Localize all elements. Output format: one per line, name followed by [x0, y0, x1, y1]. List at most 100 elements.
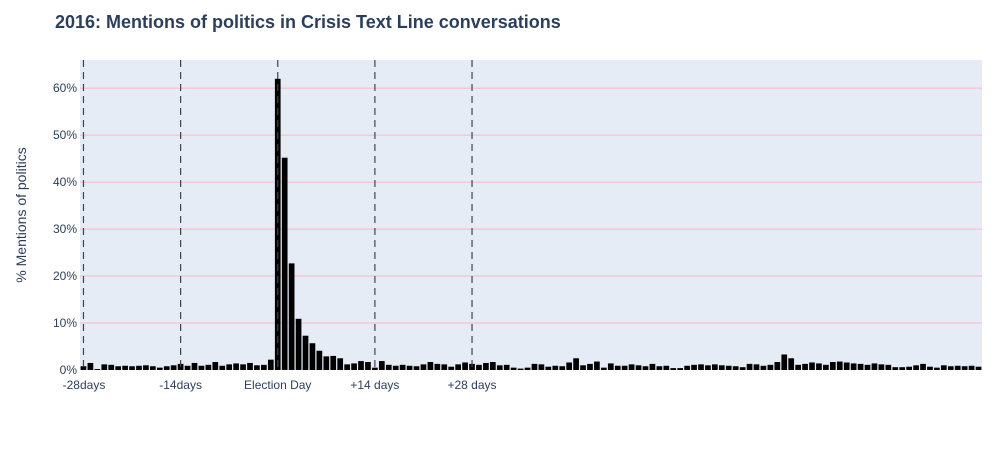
bar — [233, 363, 239, 370]
bar — [212, 362, 219, 370]
chart-title: 2016: Mentions of politics in Crisis Tex… — [55, 12, 561, 32]
bar — [448, 366, 455, 370]
bar — [115, 366, 122, 370]
bar — [961, 366, 968, 370]
bar — [940, 365, 947, 370]
bar — [476, 364, 482, 370]
y-tick-label: 10% — [53, 316, 77, 330]
bar — [489, 362, 496, 370]
grid-lines — [80, 87, 982, 324]
x-tick-label: +14 days — [350, 378, 399, 392]
bar — [261, 364, 267, 370]
bar — [781, 354, 788, 370]
bar — [892, 367, 899, 370]
bar — [351, 363, 357, 370]
bar — [614, 365, 621, 370]
bar — [628, 364, 635, 370]
bar — [739, 367, 746, 370]
bar — [975, 366, 982, 370]
bar — [503, 364, 510, 370]
bar — [323, 356, 330, 370]
bar — [288, 263, 295, 370]
bar — [101, 364, 108, 370]
bar — [857, 363, 864, 370]
bar — [517, 368, 524, 370]
bar — [240, 364, 246, 370]
bar — [378, 361, 385, 370]
y-tick-label: 30% — [53, 222, 77, 236]
bar — [143, 365, 149, 370]
bar — [885, 364, 892, 370]
bar — [809, 362, 815, 370]
bar — [934, 367, 940, 370]
bar — [587, 363, 593, 370]
bar — [899, 367, 906, 370]
bar — [968, 365, 975, 370]
bar — [434, 363, 441, 370]
bar — [247, 362, 253, 370]
bar — [337, 358, 344, 370]
bar — [309, 343, 316, 370]
bar — [392, 365, 399, 370]
bar — [850, 363, 857, 370]
bar — [691, 364, 697, 370]
bar — [843, 362, 850, 370]
bar — [170, 365, 177, 370]
bar — [864, 364, 871, 370]
bar — [455, 364, 461, 370]
bar — [198, 365, 205, 370]
bar — [635, 365, 642, 370]
bar — [559, 366, 566, 370]
bar — [656, 366, 663, 370]
bar — [607, 363, 614, 370]
bar — [774, 362, 781, 370]
bar — [205, 364, 212, 370]
bar — [760, 365, 767, 370]
bar — [344, 364, 350, 370]
bar — [150, 366, 156, 370]
bar — [871, 363, 878, 370]
bar — [829, 362, 836, 370]
bars — [80, 78, 982, 370]
bar — [580, 365, 586, 370]
bar — [746, 363, 753, 370]
bar — [795, 364, 801, 370]
bar — [219, 365, 226, 370]
bar — [531, 363, 538, 370]
bar — [295, 318, 302, 370]
bar — [254, 365, 260, 370]
x-tick-label: -14days — [159, 378, 202, 392]
bar — [677, 368, 684, 370]
bar — [80, 366, 87, 370]
bar — [483, 362, 489, 370]
y-axis-label: % Mentions of politics — [13, 147, 29, 282]
bar — [413, 366, 420, 370]
bar — [823, 364, 829, 370]
y-tick-label: 20% — [53, 269, 77, 283]
bar — [753, 364, 760, 370]
bar — [718, 365, 725, 370]
bar — [156, 367, 163, 370]
bar — [594, 361, 600, 370]
bar — [281, 157, 288, 370]
bar — [920, 363, 926, 370]
bar — [705, 365, 711, 370]
bar — [136, 365, 142, 370]
bar — [372, 367, 378, 370]
bar — [663, 365, 670, 370]
bar — [927, 366, 933, 370]
bar — [87, 362, 94, 370]
bar — [510, 367, 517, 370]
bar — [226, 364, 233, 370]
bar — [129, 366, 135, 370]
bar — [802, 363, 808, 370]
bar — [462, 362, 468, 370]
bar — [191, 362, 198, 370]
x-tick-labels: -28days -14days Election Day +14 days +28 da… — [63, 378, 497, 392]
bar — [947, 366, 954, 370]
bar — [94, 369, 101, 370]
bar — [767, 364, 774, 370]
bar — [108, 364, 115, 370]
y-tick-label: 50% — [53, 128, 77, 142]
